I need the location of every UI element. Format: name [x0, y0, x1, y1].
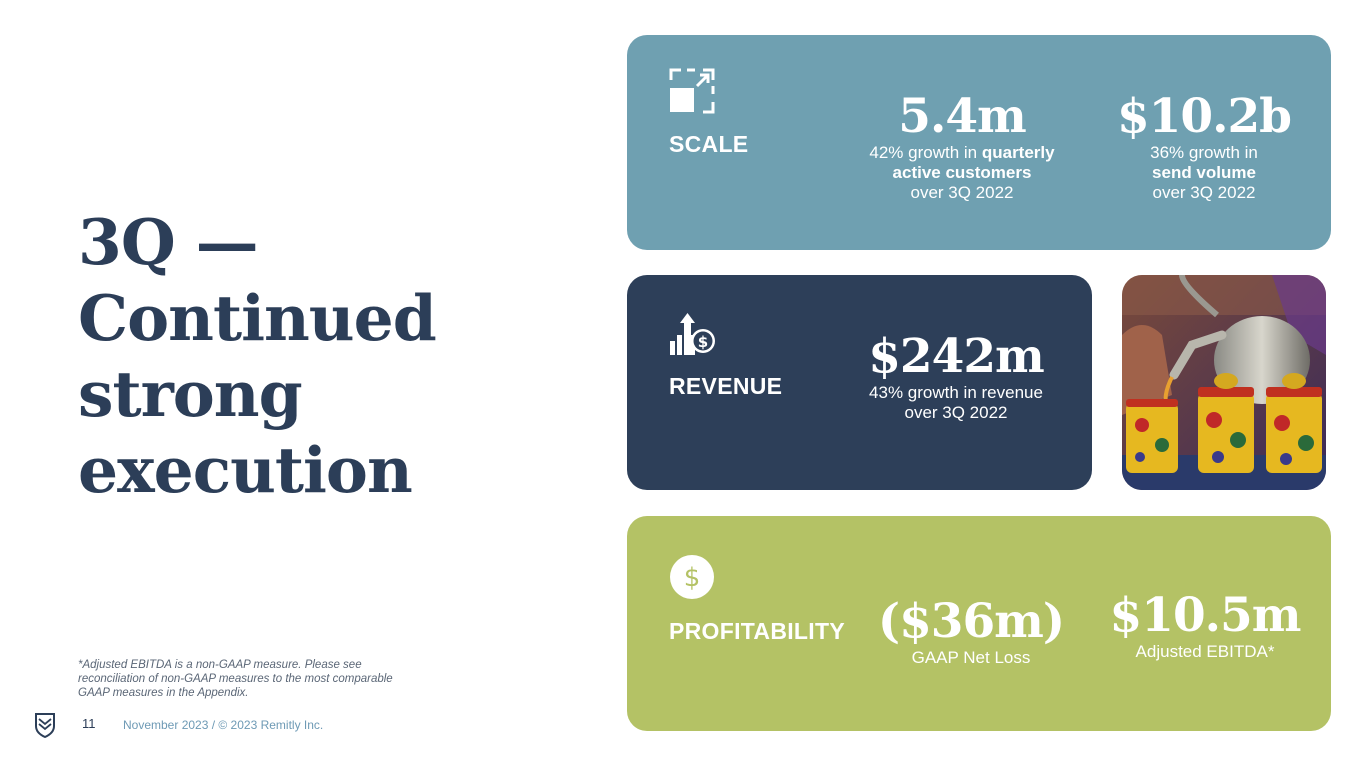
quarterly-active-customers-metric: 5.4m 42% growth in quarterly active cust… [849, 91, 1075, 203]
svg-text:$: $ [684, 563, 701, 593]
metric-desc-text: over 3Q 2022 [910, 183, 1014, 202]
metric-value: $242m [868, 329, 1045, 384]
metric-description: 42% growth in quarterly active customers… [849, 143, 1075, 203]
scale-card: SCALE 5.4m 42% growth in quarterly activ… [627, 35, 1331, 250]
metric-desc-bold: send volume [1152, 163, 1256, 182]
revenue-growth-icon: $ [670, 313, 715, 355]
expand-icon [669, 68, 715, 114]
metric-desc-text: over 3Q 2022 [1152, 183, 1256, 202]
page-number: 11 [82, 716, 96, 731]
dollar-icon: $ [670, 555, 714, 599]
revenue-card: $ REVENUE $242m 43% growth in revenue ov… [627, 275, 1092, 490]
teapot-pouring-tea-photo [1122, 275, 1326, 490]
metric-desc-bold: quarterly active customers [892, 143, 1055, 182]
metric-value: $10.5m [1109, 588, 1302, 643]
scale-label: SCALE [669, 131, 749, 157]
footnote: *Adjusted EBITDA is a non-GAAP measure. … [78, 659, 393, 699]
profitability-card: $ PROFITABILITY ($36m) GAAP Net Loss $10… [627, 516, 1331, 731]
metric-desc-text: 42% growth in [869, 143, 982, 162]
revenue-metric: $242m 43% growth in revenue over 3Q 2022 [847, 331, 1065, 423]
metric-description: 36% growth in send volume over 3Q 2022 [1109, 143, 1299, 203]
metric-value: $10.2b [1116, 89, 1292, 144]
page-title: 3Q — Continued strong execution [78, 204, 538, 508]
title-line: Continued [78, 281, 437, 355]
profitability-label: PROFITABILITY [669, 618, 845, 644]
svg-text:$: $ [698, 333, 708, 351]
gaap-net-loss-metric: ($36m) GAAP Net Loss [865, 596, 1077, 668]
metric-desc-text: 43% growth in revenue [869, 383, 1043, 402]
metric-description: GAAP Net Loss [911, 648, 1031, 667]
revenue-label: REVENUE [669, 373, 783, 399]
metric-description: Adjusted EBITDA* [1135, 642, 1275, 661]
footer-text: November 2023 / © 2023 Remitly Inc. [123, 718, 324, 732]
metric-description: 43% growth in revenue over 3Q 2022 [847, 383, 1065, 423]
adjusted-ebitda-metric: $10.5m Adjusted EBITDA* [1097, 590, 1313, 662]
metric-value: ($36m) [877, 594, 1065, 649]
title-line: 3Q — [78, 205, 259, 279]
title-line: execution [78, 433, 413, 507]
title-line: strong [78, 357, 303, 431]
metric-desc-text: 36% growth in [1150, 143, 1258, 162]
remitly-shield-icon [35, 713, 55, 738]
metric-desc-text: over 3Q 2022 [904, 403, 1008, 422]
send-volume-metric: $10.2b 36% growth in send volume over 3Q… [1109, 91, 1299, 203]
metric-value: 5.4m [898, 89, 1027, 144]
